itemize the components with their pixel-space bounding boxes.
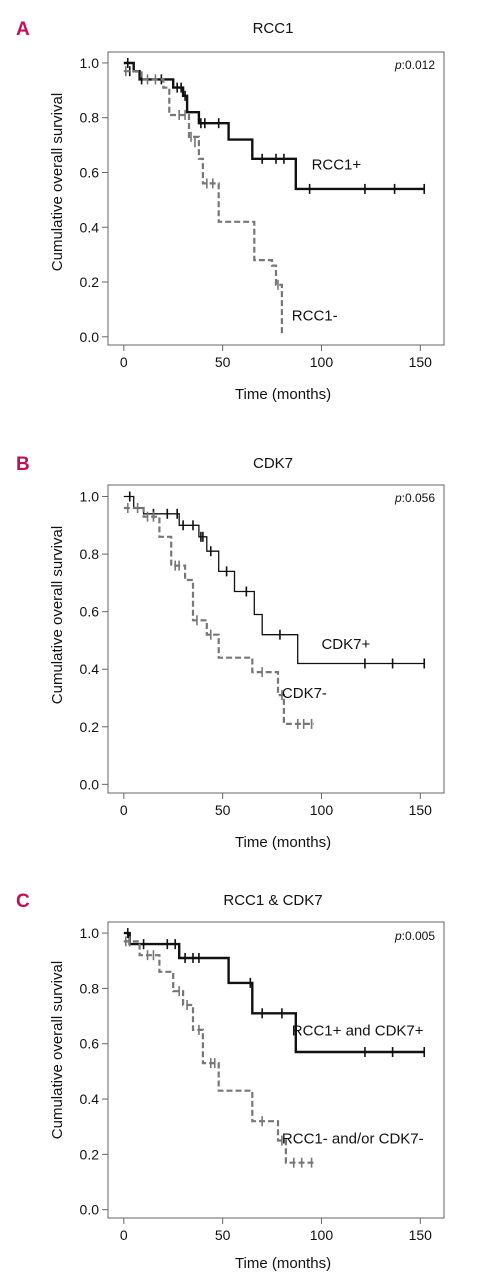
x-tick-label: 50 [215,354,231,370]
series-labels-b: CDK7+ CDK7- [282,636,371,702]
series-labels-a: RCC1+ RCC1- [292,157,362,325]
x-tick-label: 50 [215,1227,231,1243]
panel-a: A RCC1 Cumulative overall survival Time … [16,19,445,403]
p-value-symbol-a: p [394,58,402,72]
curves-b [123,491,426,729]
chart-title-b: CDK7 [253,455,293,472]
p-value-text-b: :0.056 [402,491,436,505]
x-tick-label: 150 [409,802,433,818]
y-tick-label: 0.0 [80,776,100,792]
ticks-b: 0 50 100 150 0.0 0.2 0.4 0.6 0.8 1.0 [80,489,433,818]
chart-title-c: RCC1 & CDK7 [223,892,322,909]
p-value-c: p:0.005 [394,929,435,943]
p-value-text-c: :0.005 [402,929,436,943]
curves-a [123,57,426,334]
x-axis-label-a: Time (months) [235,386,331,403]
y-tick-label: 0.4 [80,661,100,677]
y-tick-label: 0.2 [80,719,100,735]
x-tick-label: 100 [310,802,334,818]
y-tick-label: 0.0 [80,1202,100,1218]
series-line-1 [123,495,425,665]
chart-title-a: RCC1 [253,20,294,37]
y-axis-label-c: Cumulative overall survival [49,961,66,1139]
series-label: CDK7+ [321,636,370,653]
series-label: RCC1+ and CDK7+ [292,1022,424,1039]
x-axis-label-c: Time (months) [235,1255,331,1272]
p-value-text-a: :0.012 [402,58,436,72]
series-labels-c: RCC1+ and CDK7+ RCC1- and/or CDK7- [282,1022,424,1147]
ticks-a: 0 50 100 150 0.0 0.2 0.4 0.6 0.8 1.0 [80,55,433,370]
y-tick-label: 0.6 [80,1036,100,1052]
ticks-c: 0 50 100 150 0.0 0.2 0.4 0.6 0.8 1.0 [80,925,433,1243]
x-tick-label: 0 [120,1227,128,1243]
y-tick-label: 0.8 [80,980,100,996]
x-tick-label: 0 [120,354,128,370]
y-tick-label: 0.6 [80,604,100,620]
y-tick-label: 0.0 [80,329,100,345]
series-line-2 [123,940,314,1164]
p-value-symbol-c: p [394,929,402,943]
p-value-symbol-b: p [394,491,402,505]
p-value-a: p:0.012 [394,58,435,72]
x-tick-label: 100 [310,1227,334,1243]
panel-b: B CDK7 Cumulative overall survival Time … [16,454,445,851]
panel-c: C RCC1 & CDK7 Cumulative overall surviva… [16,891,445,1272]
plot-frame-a [107,51,445,346]
series-label: RCC1- [292,307,338,324]
plot-frame-c [107,921,445,1219]
y-tick-label: 0.8 [80,546,100,562]
panel-label-b: B [16,454,30,475]
curves-c [123,928,426,1168]
x-tick-label: 50 [215,802,231,818]
y-tick-label: 0.2 [80,1146,100,1162]
series-label: CDK7- [282,685,327,702]
p-value-b: p:0.056 [394,491,435,505]
y-tick-label: 0.4 [80,1091,100,1107]
y-tick-label: 0.2 [80,274,100,290]
series-label: RCC1+ [312,157,362,174]
series-line-1 [123,61,425,191]
y-axis-label-a: Cumulative overall survival [49,93,66,271]
x-tick-label: 100 [310,354,334,370]
y-tick-label: 0.8 [80,110,100,126]
y-tick-label: 0.4 [80,219,100,235]
series-line-2 [123,70,283,334]
series-label: RCC1- and/or CDK7- [282,1130,424,1147]
y-tick-label: 0.6 [80,164,100,180]
y-tick-label: 1.0 [80,925,100,941]
x-axis-label-b: Time (months) [235,834,331,851]
x-tick-label: 0 [120,802,128,818]
x-tick-label: 150 [409,1227,433,1243]
y-axis-label-b: Cumulative overall survival [49,526,66,704]
panel-label-a: A [16,19,30,40]
plot-frame-b [107,484,445,794]
y-tick-label: 1.0 [80,55,100,71]
series-line-2 [123,506,314,725]
x-tick-label: 150 [409,354,433,370]
y-tick-label: 1.0 [80,489,100,505]
panel-label-c: C [16,891,30,912]
